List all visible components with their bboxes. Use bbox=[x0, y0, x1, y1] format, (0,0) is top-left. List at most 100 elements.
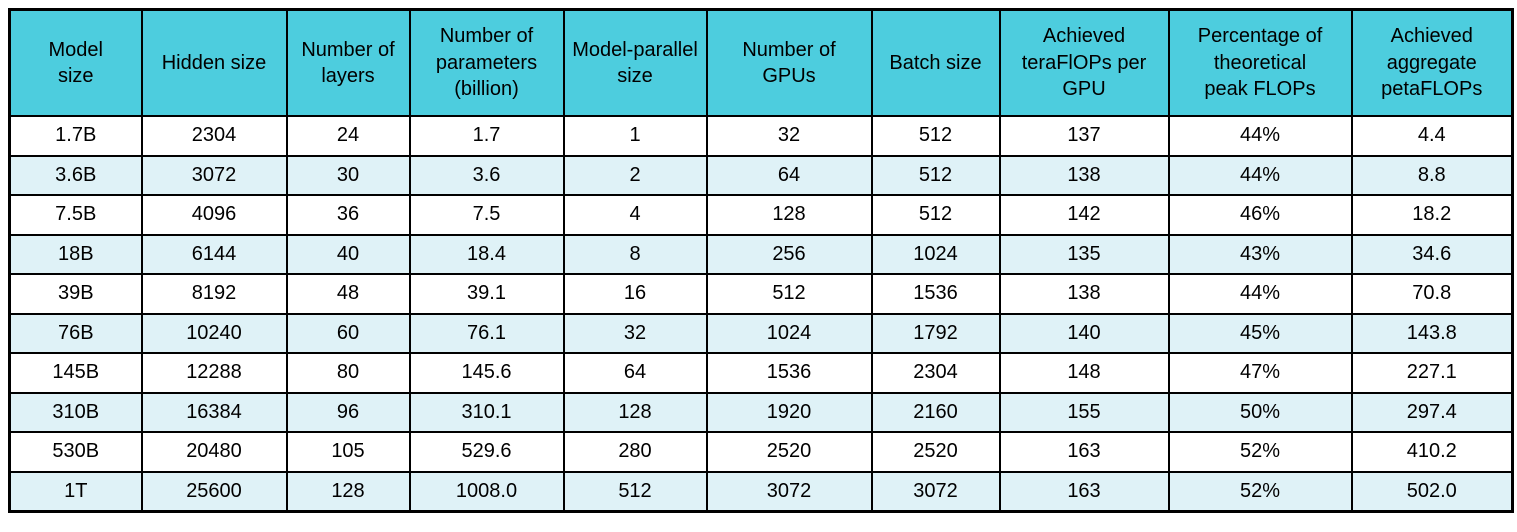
table-cell: 46% bbox=[1167, 194, 1353, 236]
table-cell: 64 bbox=[705, 154, 873, 196]
table-cell: 39.1 bbox=[408, 273, 565, 315]
table-cell: 8.8 bbox=[1350, 154, 1514, 196]
table-cell: 1T bbox=[8, 470, 143, 513]
table-cell: 18.2 bbox=[1350, 194, 1514, 236]
column-header: Number of layers bbox=[285, 8, 411, 117]
table-cell: 155 bbox=[998, 391, 1170, 433]
column-header: Batch size bbox=[870, 8, 1001, 117]
table-cell: 227.1 bbox=[1350, 352, 1514, 394]
table-cell: 256 bbox=[705, 233, 873, 275]
table-cell: 50% bbox=[1167, 391, 1353, 433]
table-cell: 148 bbox=[998, 352, 1170, 394]
table-cell: 2520 bbox=[870, 431, 1001, 473]
table-cell: 44% bbox=[1167, 154, 1353, 196]
table-cell: 47% bbox=[1167, 352, 1353, 394]
table-cell: 76B bbox=[8, 312, 143, 354]
table-cell: 25600 bbox=[140, 470, 288, 513]
table-cell: 1024 bbox=[870, 233, 1001, 275]
table-cell: 512 bbox=[870, 194, 1001, 236]
table-cell: 7.5 bbox=[408, 194, 565, 236]
table-cell: 45% bbox=[1167, 312, 1353, 354]
table-cell: 145.6 bbox=[408, 352, 565, 394]
table-cell: 30 bbox=[285, 154, 411, 196]
table-cell: 1024 bbox=[705, 312, 873, 354]
table-cell: 60 bbox=[285, 312, 411, 354]
table-cell: 512 bbox=[870, 115, 1001, 157]
table-cell: 6144 bbox=[140, 233, 288, 275]
table-cell: 16 bbox=[562, 273, 708, 315]
table-cell: 4 bbox=[562, 194, 708, 236]
table-cell: 4096 bbox=[140, 194, 288, 236]
table-cell: 64 bbox=[562, 352, 708, 394]
table-cell: 52% bbox=[1167, 431, 1353, 473]
table-cell: 1792 bbox=[870, 312, 1001, 354]
table-cell: 1920 bbox=[705, 391, 873, 433]
table-cell: 43% bbox=[1167, 233, 1353, 275]
table-cell: 140 bbox=[998, 312, 1170, 354]
table-cell: 137 bbox=[998, 115, 1170, 157]
table-cell: 1536 bbox=[705, 352, 873, 394]
table-cell: 4.4 bbox=[1350, 115, 1514, 157]
column-header: Model size bbox=[8, 8, 143, 117]
table-cell: 12288 bbox=[140, 352, 288, 394]
table-row: 76B 10240 60 76.1 32 1024 1792 140 45% 143.8 bbox=[8, 312, 1514, 354]
column-header: Hidden size bbox=[140, 8, 288, 117]
table-body: 1.7B 2304 24 1.7 1 32 512 137 44% 4.4 3.6B 3072 30 3.… bbox=[8, 115, 1514, 513]
table-cell: 529.6 bbox=[408, 431, 565, 473]
table-cell: 39B bbox=[8, 273, 143, 315]
table-cell: 16384 bbox=[140, 391, 288, 433]
table-cell: 2 bbox=[562, 154, 708, 196]
table-cell: 2520 bbox=[705, 431, 873, 473]
table-cell: 1008.0 bbox=[408, 470, 565, 513]
table-cell: 138 bbox=[998, 273, 1170, 315]
header-row: Model size Hidden size Number of layers Num… bbox=[8, 8, 1514, 117]
table-header: Model size Hidden size Number of layers Num… bbox=[8, 8, 1514, 117]
column-header: Percentage of theoretical peak FLOPs bbox=[1167, 8, 1353, 117]
table-cell: 48 bbox=[285, 273, 411, 315]
column-header: Achieved teraFlOPs per GPU bbox=[998, 8, 1170, 117]
table-cell: 410.2 bbox=[1350, 431, 1514, 473]
table-cell: 138 bbox=[998, 154, 1170, 196]
table-cell: 142 bbox=[998, 194, 1170, 236]
column-header: Achieved aggregate petaFLOPs bbox=[1350, 8, 1514, 117]
table-cell: 40 bbox=[285, 233, 411, 275]
table-cell: 128 bbox=[285, 470, 411, 513]
table-cell: 24 bbox=[285, 115, 411, 157]
table-cell: 280 bbox=[562, 431, 708, 473]
table-row: 145B 12288 80 145.6 64 1536 2304 148 47% 227.1 bbox=[8, 352, 1514, 394]
table-cell: 8192 bbox=[140, 273, 288, 315]
table-cell: 44% bbox=[1167, 115, 1353, 157]
table-cell: 128 bbox=[705, 194, 873, 236]
column-header: Number of parameters (billion) bbox=[408, 8, 565, 117]
table-cell: 512 bbox=[705, 273, 873, 315]
table-cell: 52% bbox=[1167, 470, 1353, 513]
table-cell: 163 bbox=[998, 431, 1170, 473]
table-cell: 297.4 bbox=[1350, 391, 1514, 433]
table-cell: 34.6 bbox=[1350, 233, 1514, 275]
table-cell: 143.8 bbox=[1350, 312, 1514, 354]
table-cell: 128 bbox=[562, 391, 708, 433]
table-row: 1.7B 2304 24 1.7 1 32 512 137 44% 4.4 bbox=[8, 115, 1514, 157]
table-cell: 163 bbox=[998, 470, 1170, 513]
table-row: 1T 25600 128 1008.0 512 3072 3072 163 52% 502.0 bbox=[8, 470, 1514, 513]
table-cell: 7.5B bbox=[8, 194, 143, 236]
table-cell: 8 bbox=[562, 233, 708, 275]
table-cell: 145B bbox=[8, 352, 143, 394]
table-cell: 1.7B bbox=[8, 115, 143, 157]
table-cell: 32 bbox=[705, 115, 873, 157]
table-cell: 105 bbox=[285, 431, 411, 473]
table-cell: 1 bbox=[562, 115, 708, 157]
table-cell: 80 bbox=[285, 352, 411, 394]
table-cell: 96 bbox=[285, 391, 411, 433]
table-cell: 135 bbox=[998, 233, 1170, 275]
table-cell: 20480 bbox=[140, 431, 288, 473]
model-scaling-performance-table: Model size Hidden size Number of layers Num… bbox=[8, 8, 1514, 513]
table-cell: 310B bbox=[8, 391, 143, 433]
table-row: 530B 20480 105 529.6 280 2520 2520 163 52% 410.2 bbox=[8, 431, 1514, 473]
table-cell: 3.6B bbox=[8, 154, 143, 196]
table-cell: 2304 bbox=[140, 115, 288, 157]
table-cell: 3.6 bbox=[408, 154, 565, 196]
table-cell: 10240 bbox=[140, 312, 288, 354]
table-cell: 36 bbox=[285, 194, 411, 236]
